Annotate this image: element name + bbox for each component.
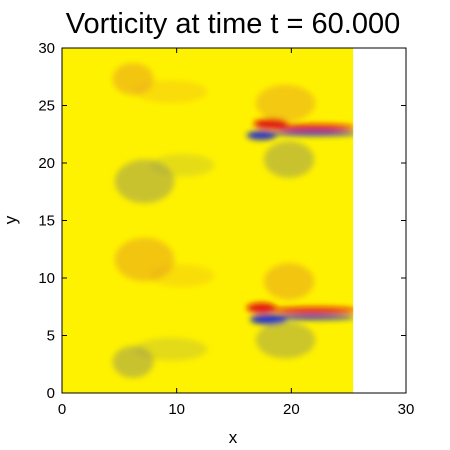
x-axis-ticks: 0 10 20 30 [58,48,415,418]
vortex-positive-14 [263,263,315,300]
vortex-strong-negative-11 [246,130,277,140]
vortex-negative-3 [150,153,215,177]
x-tick-label: 20 [283,401,300,418]
vortex-strong-positive-10 [268,123,354,131]
y-tick-label: 0 [47,385,55,402]
vortex-positive-5 [150,264,215,288]
y-tick-label: 15 [38,213,55,230]
y-tick-label: 30 [38,40,55,57]
x-tick-label: 30 [398,401,415,418]
chart-title: Vorticity at time t = 60.000 [66,8,400,40]
x-tick-label: 10 [168,401,185,418]
y-tick-label: 10 [38,270,55,287]
y-tick-label: 25 [38,98,55,115]
y-tick-label: 20 [38,155,55,172]
vortex-strong-positive-15 [246,302,277,314]
x-axis-label: x [229,428,238,447]
y-axis-label: y [1,215,20,224]
vortex-positive-1 [134,80,208,104]
x-tick-label: 0 [58,401,66,418]
plot-area [61,47,407,394]
y-tick-label: 5 [47,328,55,345]
y-axis-ticks: 0 5 10 15 20 25 30 [38,40,406,402]
vortex-strong-negative-18 [268,314,354,320]
vortex-negative-7 [134,337,208,361]
vortex-strong-negative-12 [270,130,354,136]
vortex-positive-8 [255,84,316,122]
vortex-negative-13 [263,141,315,178]
vortex-negative-19 [255,321,316,359]
vortex-strong-positive-16 [270,306,354,314]
vorticity-features [112,62,354,379]
